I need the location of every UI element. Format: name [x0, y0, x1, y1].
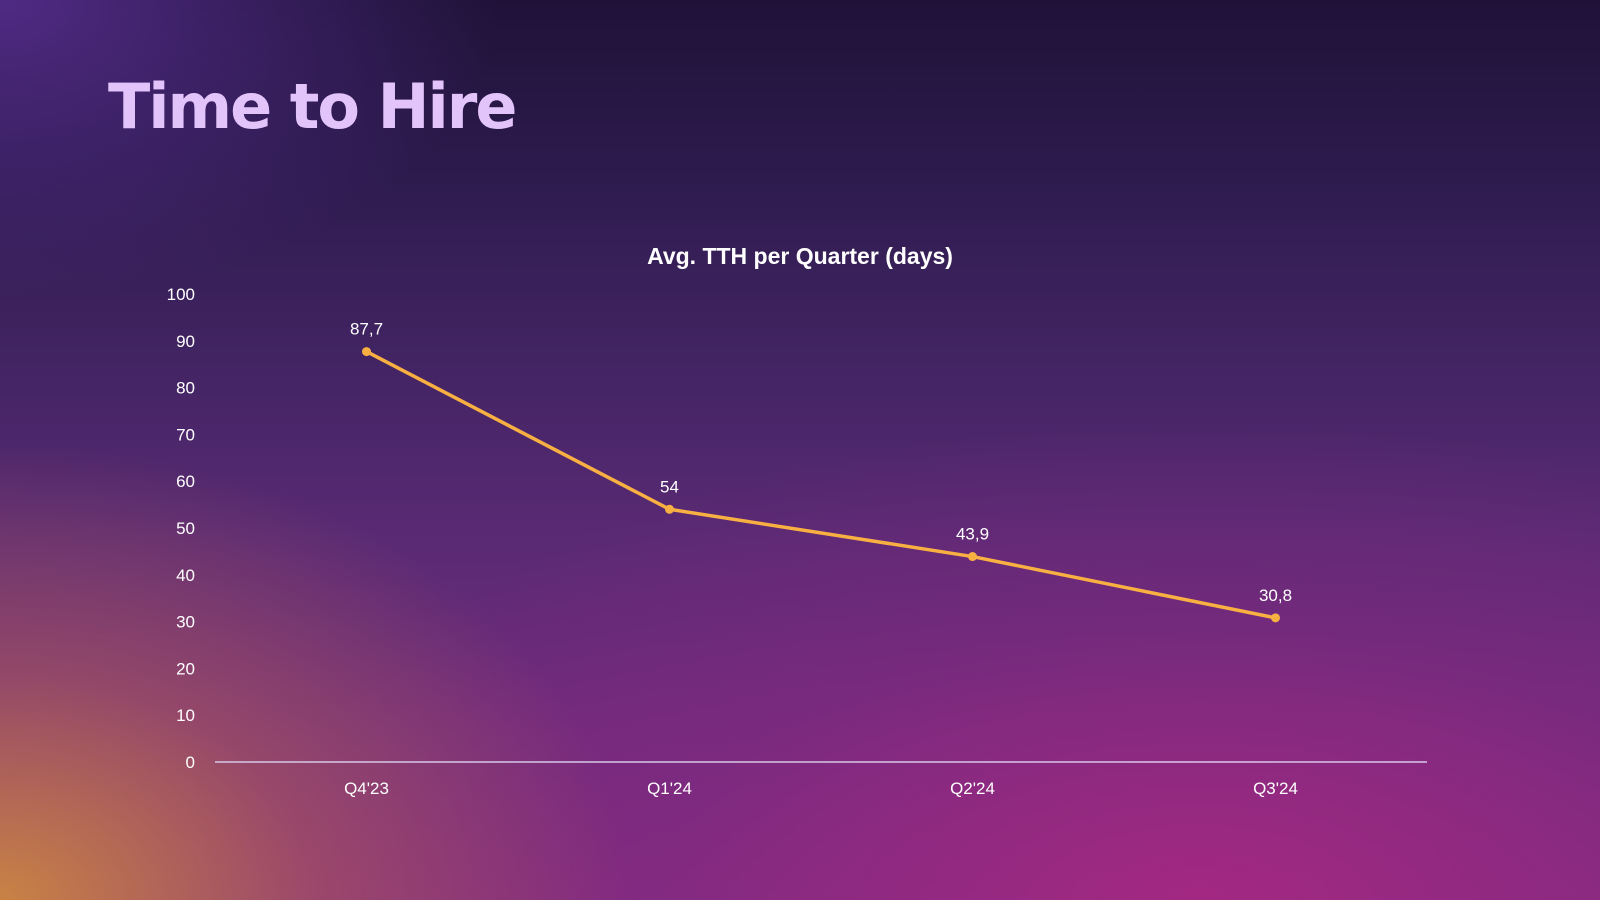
- y-tick-label: 20: [176, 659, 195, 678]
- y-tick-label: 30: [176, 613, 195, 632]
- data-point: [665, 504, 674, 514]
- x-tick-label: Q2'24: [950, 779, 995, 798]
- series-layer: 87,7 54 43,9 30,8: [350, 320, 1292, 623]
- data-label: 43,9: [956, 525, 989, 544]
- y-tick-label: 50: [176, 519, 195, 538]
- x-tick-label: Q3'24: [1253, 779, 1298, 798]
- y-axis-ticks: 0 10 20 30 40 50 60 70 80 90 100: [167, 285, 195, 772]
- data-point: [362, 347, 371, 357]
- y-tick-label: 90: [176, 332, 195, 351]
- data-label: 30,8: [1259, 586, 1292, 605]
- data-label: 87,7: [350, 320, 383, 339]
- chart-title: Avg. TTH per Quarter (days): [647, 243, 953, 269]
- x-tick-label: Q4'23: [344, 779, 389, 798]
- y-tick-label: 60: [176, 472, 195, 491]
- y-tick-label: 80: [176, 379, 195, 398]
- y-tick-label: 70: [176, 425, 195, 444]
- y-tick-label: 0: [186, 753, 195, 772]
- data-label: 54: [660, 477, 679, 496]
- data-point: [1271, 613, 1280, 623]
- y-tick-label: 100: [167, 285, 195, 304]
- series-line: [364, 349, 1278, 620]
- data-point: [968, 552, 977, 562]
- x-axis-ticks: Q4'23 Q1'24 Q2'24 Q3'24: [344, 779, 1298, 798]
- x-tick-label: Q1'24: [647, 779, 692, 798]
- y-tick-label: 40: [176, 566, 195, 585]
- slide-title: Time to Hire: [108, 70, 517, 143]
- y-tick-label: 10: [176, 706, 195, 725]
